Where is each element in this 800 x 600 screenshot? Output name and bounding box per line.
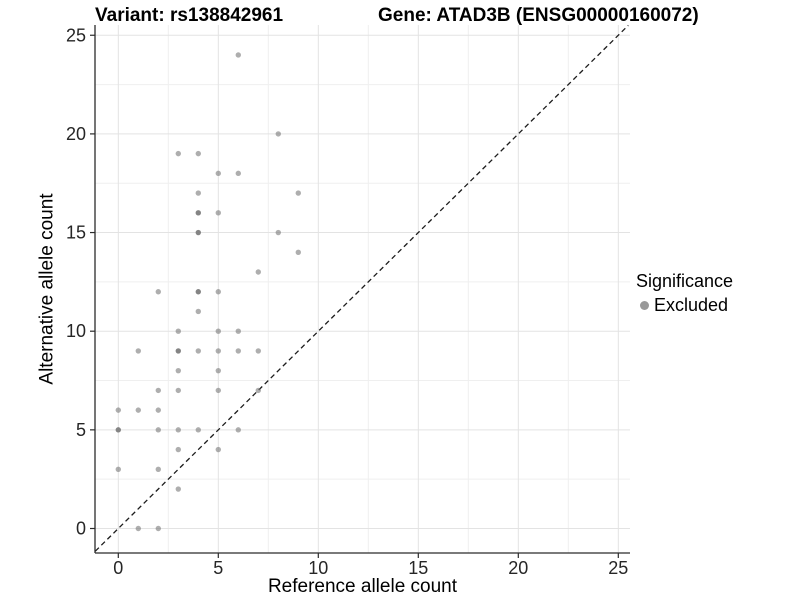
data-point [195,210,201,216]
data-point [175,427,181,433]
data-point [175,328,181,334]
x-tick-label: 25 [608,558,628,578]
data-point [135,407,141,413]
data-point [115,466,122,473]
data-point [135,348,141,354]
data-point [195,427,201,433]
data-point [235,170,241,177]
data-point [175,486,181,492]
data-point [295,190,301,196]
data-point [215,328,221,334]
legend: Significance Excluded [636,270,733,316]
data-point [175,348,181,354]
data-point [195,289,201,295]
data-point [155,407,161,413]
gene-title: Gene: ATAD3B (ENSG00000160072) [378,5,699,26]
legend-point-icon [640,300,649,310]
data-point [195,229,201,236]
data-point [255,387,261,394]
y-tick-label: 25 [66,25,86,45]
data-point [195,190,201,196]
legend-item-label: Excluded [654,294,729,315]
y-tick-label: 5 [76,420,86,440]
data-point [215,348,221,354]
variant-title: Variant: rs138842961 [95,5,284,26]
identity-line [94,24,629,552]
data-point [175,387,181,394]
x-tick-label: 20 [508,558,528,578]
data-point [235,328,241,334]
x-axis-title: Reference allele count [267,576,458,597]
data-point [155,525,161,532]
legend-title: Significance [636,271,734,291]
x-tick-label: 0 [113,558,123,578]
data-point [115,407,122,413]
data-point [155,466,161,473]
data-point [215,289,221,295]
data-point [195,150,201,157]
data-point [275,131,281,137]
data-point [215,446,221,453]
x-tick-label: 10 [308,558,328,578]
data-point [155,387,161,394]
y-axis-title: Alternative allele count [36,193,58,385]
data-point [195,308,201,315]
legend-item-excluded: Excluded [636,295,733,317]
data-point [175,150,181,157]
data-point [215,387,221,394]
y-tick-label: 20 [66,124,86,144]
data-point [235,427,241,433]
data-point [295,249,301,255]
data-point [155,427,161,433]
y-tick-label: 0 [76,519,86,539]
data-point [155,289,161,295]
x-tick-label: 5 [213,558,223,578]
data-point [235,348,241,354]
data-point [215,210,221,216]
data-point [175,367,181,374]
data-point [255,269,261,275]
data-point [175,446,181,453]
data-point [215,170,221,177]
data-point [235,52,241,58]
data-point [275,229,281,236]
data-point [135,525,141,532]
data-point [255,348,261,354]
y-tick-label: 15 [66,223,86,243]
y-tick-label: 10 [66,321,86,341]
data-point [215,367,221,374]
x-tick-label: 15 [408,558,428,578]
data-point [195,348,201,354]
data-point [115,427,122,433]
